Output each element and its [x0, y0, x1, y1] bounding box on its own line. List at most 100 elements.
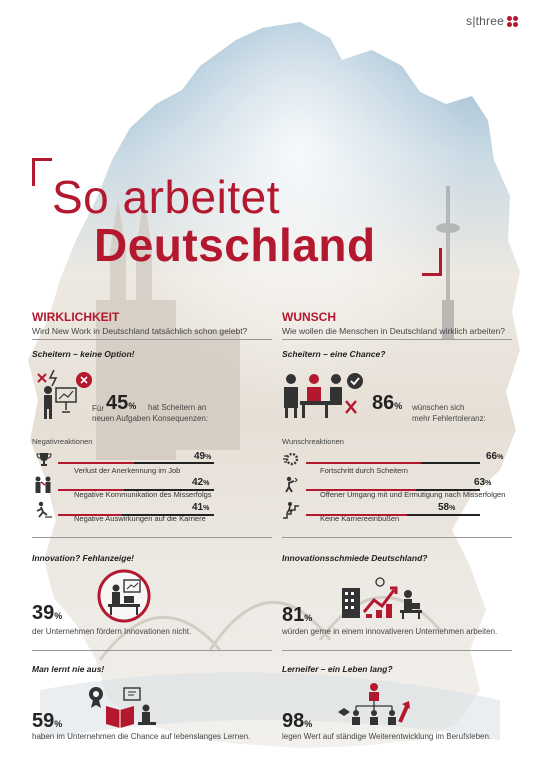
- climbing-stairs-icon: [283, 502, 299, 519]
- stat-text: wünschen sich: [412, 403, 465, 412]
- divider: [282, 339, 512, 340]
- title-frame-corner-top-left: [32, 158, 52, 186]
- bar-label: Fortschritt durch Scheitern: [320, 466, 408, 475]
- stat-number: 59: [32, 710, 55, 732]
- section-title: Innovationsschmiede Deutschland?: [282, 553, 428, 563]
- column-wunsch-header: WUNSCH Wie wollen die Menschen in Deutsc…: [282, 310, 522, 336]
- stat-value: 81%: [282, 604, 312, 627]
- column-heading: WUNSCH: [282, 310, 336, 324]
- bar-value: 42%: [192, 477, 209, 488]
- career-development-icon: [338, 683, 410, 725]
- divider: [32, 650, 272, 651]
- stat-number: 81: [282, 604, 305, 626]
- logo-dots-icon: [507, 15, 518, 27]
- bar-unit: %: [485, 480, 492, 487]
- divider: [282, 650, 512, 651]
- people-talking-icon: [35, 476, 51, 493]
- stat-unit: %: [304, 613, 313, 623]
- stat-value: 98%: [282, 710, 312, 733]
- bar-unit: %: [203, 505, 210, 512]
- column-wirklichkeit-header: WIRKLICHKEIT Wird New Work in Deutschlan…: [32, 310, 278, 336]
- divider: [32, 339, 272, 340]
- stat-text: haben im Unternehmen die Chance auf lebe…: [32, 732, 251, 741]
- failed-presentation-icon: [37, 369, 92, 419]
- stat-text: der Unternehmen fördern Innovationen nic…: [32, 627, 192, 636]
- bar-label: Negative Auswirkungen auf die Karriere: [74, 514, 206, 523]
- brand-logo: s|three: [466, 14, 518, 28]
- stat-value: 59%: [32, 710, 62, 733]
- title-line-1: So arbeitet: [52, 171, 280, 223]
- bar-unit: %: [205, 454, 212, 461]
- title-block: So arbeitet Deutschland: [32, 158, 442, 276]
- column-heading: WIRKLICHKEIT: [32, 310, 120, 324]
- column-subheading: Wird New Work in Deutschland tatsächlich…: [32, 326, 248, 336]
- bar-number: 49: [194, 451, 206, 462]
- section-title: Lerneifer – ein Leben lang?: [282, 664, 393, 674]
- stat-unit: %: [128, 401, 137, 411]
- bar-number: 42: [192, 477, 204, 488]
- bar-unit: %: [497, 454, 504, 461]
- title-frame-corner-bottom-right: [422, 248, 442, 276]
- bar-fill: [58, 489, 124, 491]
- list-title: Negativreaktionen: [32, 437, 93, 446]
- bar-track: [306, 514, 480, 516]
- stat-number: 98: [282, 710, 305, 732]
- bar-track: [306, 489, 480, 491]
- bar-fill: [306, 489, 416, 491]
- stat-number: 39: [32, 602, 55, 624]
- stat-text: würden gerne in einem innovativeren Unte…: [282, 627, 498, 636]
- bar-number: 41: [192, 502, 204, 513]
- bar-label: Keine Karriereeinbußen: [320, 514, 400, 523]
- bar-track: [306, 462, 480, 464]
- section-title: Scheitern – eine Chance?: [282, 349, 386, 359]
- bar-unit: %: [203, 480, 210, 487]
- logo-text: s|three: [466, 14, 504, 28]
- divider: [32, 537, 272, 538]
- stat-text: neuen Aufgaben Konsequenzen:: [92, 414, 209, 423]
- no-innovation-icon: [97, 569, 151, 623]
- stat-text: hat Scheitern an: [148, 403, 207, 412]
- stat-value: 45%: [106, 392, 136, 415]
- bar-label: Verlust der Anerkennung im Job: [74, 466, 181, 475]
- column-subheading: Wie wollen die Menschen in Deutschland w…: [282, 326, 506, 336]
- falling-person-icon: [36, 501, 52, 518]
- bar-label: Negative Kommunikation des Misserfolgs: [74, 490, 212, 499]
- lifelong-learning-icon: [89, 687, 156, 728]
- progress-gear-icon: [283, 452, 299, 466]
- bar-fill: [58, 514, 122, 516]
- bar-track: [58, 514, 214, 516]
- section-title: Man lernt nie aus!: [32, 664, 105, 674]
- section-title: Innovation? Fehlanzeige!: [32, 553, 135, 563]
- stat-number: 86: [372, 392, 395, 414]
- bar-value: 58%: [438, 502, 455, 513]
- bar-value: 63%: [474, 477, 491, 488]
- bar-value: 49%: [194, 451, 211, 462]
- bar-fill: [306, 514, 407, 516]
- bar-number: 63: [474, 477, 486, 488]
- stat-value: 86%: [372, 392, 402, 415]
- bar-label: Offener Umgang mit und Ermutigung nach M…: [320, 490, 506, 499]
- title-line-2: Deutschland: [94, 219, 376, 271]
- bar-value: 41%: [192, 502, 209, 513]
- stat-value: 39%: [32, 602, 62, 625]
- stat-text: legen Wert auf ständige Weiterentwicklun…: [282, 732, 492, 741]
- encouragement-icon: [285, 476, 298, 493]
- stat-unit: %: [54, 611, 63, 621]
- innovation-growth-icon: [342, 577, 422, 619]
- stat-number: 45: [106, 392, 129, 414]
- bar-value: 66%: [486, 451, 503, 462]
- stat-prefix: Für: [92, 404, 104, 413]
- divider: [282, 537, 512, 538]
- bar-number: 58: [438, 502, 450, 513]
- stat-text: mehr Fehlertoleranz:: [412, 414, 486, 423]
- bar-number: 66: [486, 451, 498, 462]
- list-title: Wunschreaktionen: [282, 437, 344, 446]
- section-title: Scheitern – keine Option!: [32, 349, 135, 359]
- bar-track: [58, 489, 214, 491]
- bar-fill: [306, 462, 421, 464]
- team-meeting-icon: [284, 373, 363, 418]
- stat-unit: %: [394, 401, 403, 411]
- bar-fill: [58, 462, 135, 464]
